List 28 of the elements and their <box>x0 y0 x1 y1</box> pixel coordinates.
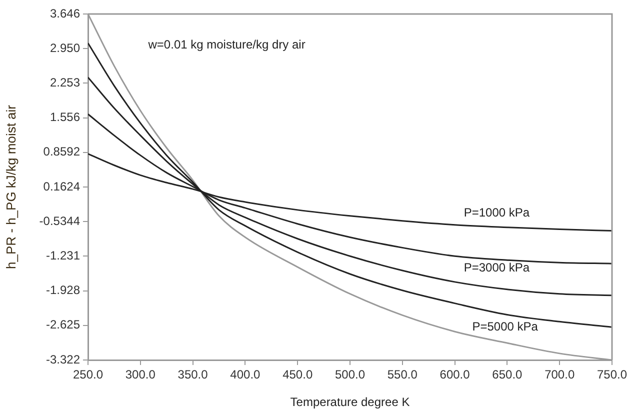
annotation: P=3000 kPa <box>464 260 530 274</box>
y-tick-label: 3.646 <box>50 6 80 20</box>
x-tick-label: 250.0 <box>72 368 104 382</box>
annotation: P=5000 kPa <box>472 319 538 334</box>
x-tick-label: 700.0 <box>544 368 575 382</box>
x-tick-label: 650.0 <box>492 368 523 382</box>
y-tick-label: -2.625 <box>46 318 80 332</box>
y-tick-label: -1.231 <box>46 248 80 262</box>
x-axis-title: Temperature degree K <box>290 395 410 410</box>
x-tick-label: 600.0 <box>440 368 470 382</box>
x-tick-label: 450.0 <box>282 368 313 382</box>
y-tick-label: 0.8592 <box>43 144 80 159</box>
y-tick-label: -3.322 <box>46 352 80 366</box>
annotation: P=1000 kPa <box>464 205 530 220</box>
x-tick-label: 400.0 <box>230 368 261 382</box>
x-tick-label: 500.0 <box>334 368 366 382</box>
x-tick-label: 750.0 <box>596 368 628 382</box>
x-tick-label: 550.0 <box>387 368 418 382</box>
x-tick-label: 300.0 <box>125 368 156 382</box>
annotation: w=0.01 kg moisture/kg dry air <box>147 37 306 52</box>
y-tick-label: 0.1624 <box>43 179 80 194</box>
y-tick-label: 2.950 <box>50 40 80 55</box>
y-tick-label: -0.5344 <box>39 214 80 228</box>
y-tick-label: -1.928 <box>46 283 80 298</box>
y-axis-title: h_PR - h_PG kJ/kg moist air <box>3 104 18 269</box>
y-tick-label: 2.253 <box>50 75 80 90</box>
y-tick-label: 1.556 <box>50 110 80 124</box>
x-tick-label: 350.0 <box>178 368 208 382</box>
